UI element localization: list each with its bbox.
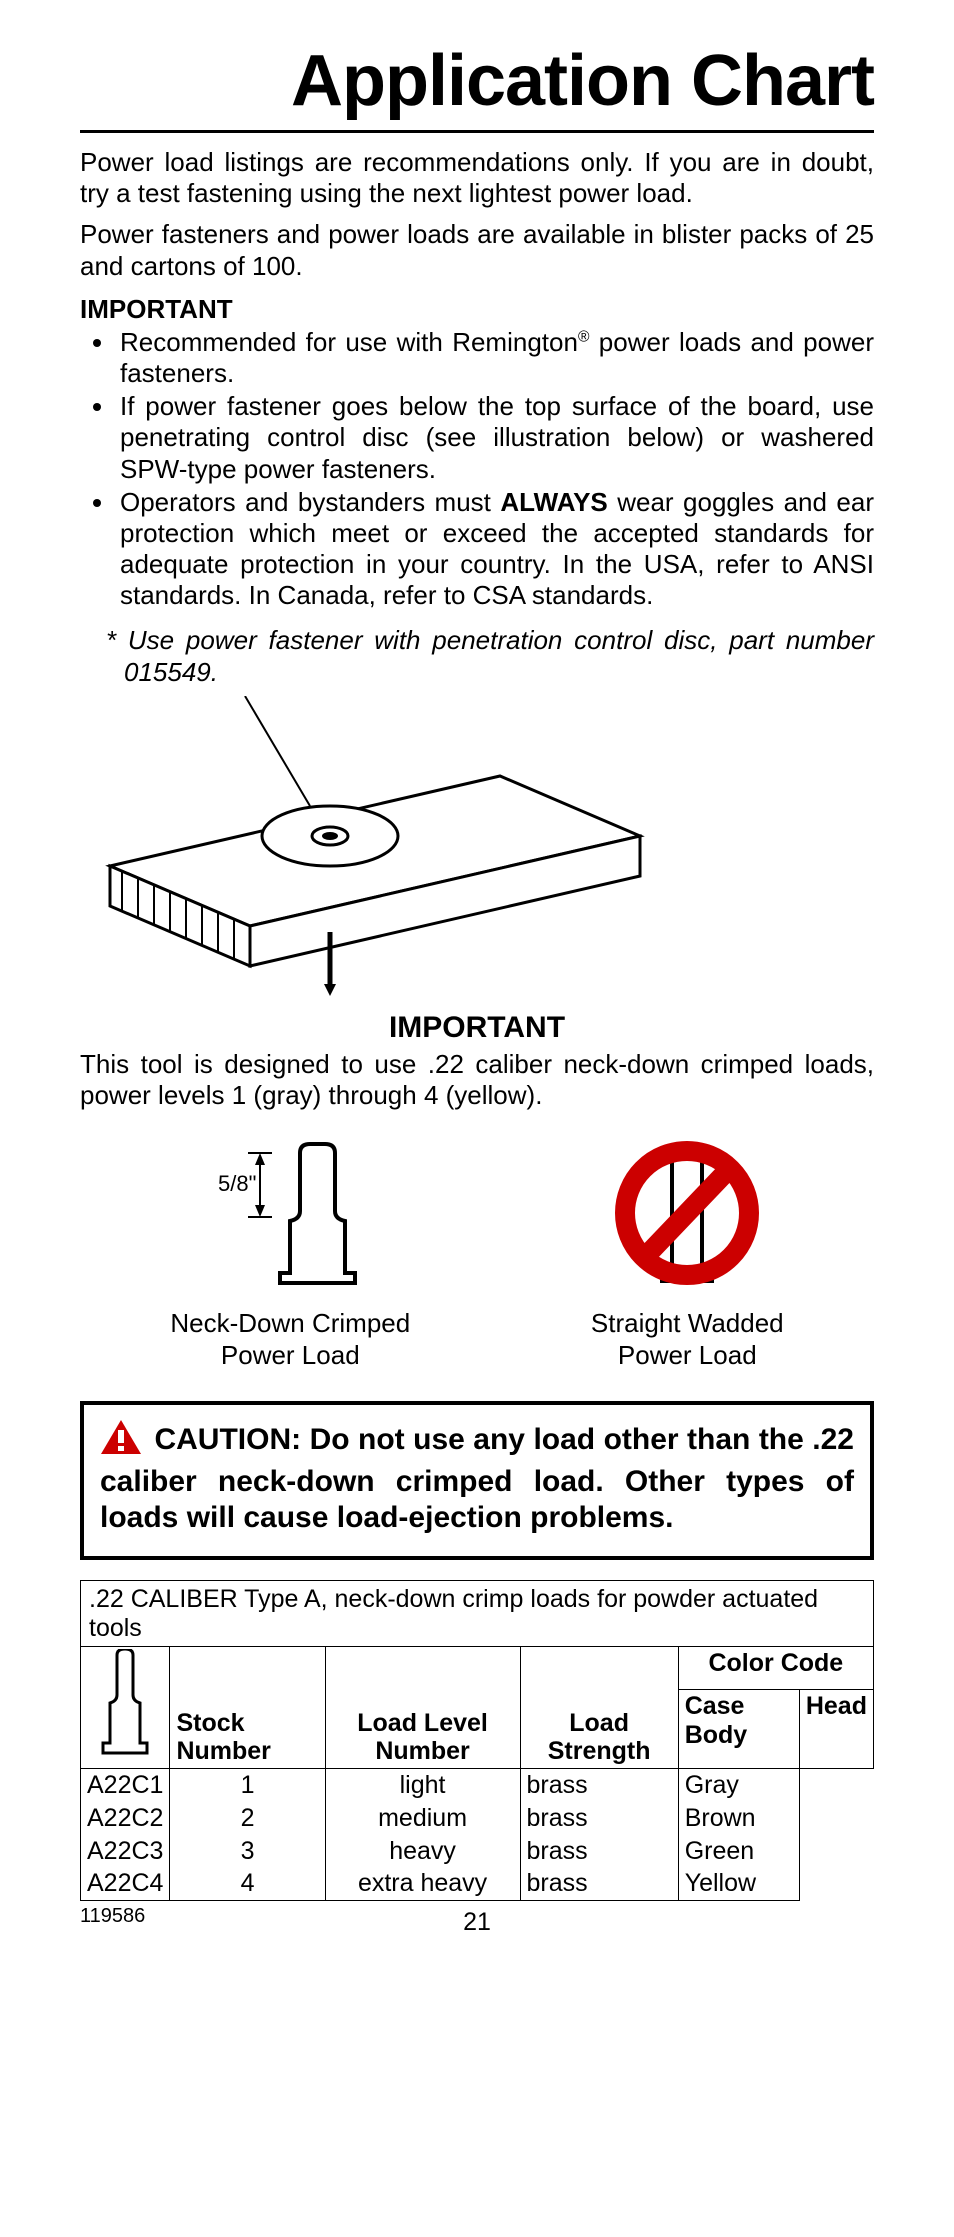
col-color-code: Color Code <box>678 1647 873 1690</box>
title-rule <box>80 130 874 133</box>
table-row: A22C22mediumbrassBrown <box>81 1802 874 1835</box>
registered-mark: ® <box>578 328 590 345</box>
bullet3-text-a: Operators and bystanders must <box>120 487 500 517</box>
col-case-body: Case Body <box>678 1689 799 1768</box>
cartridge-dimension-label: 5/8" <box>218 1171 256 1196</box>
important-header: IMPORTANT <box>80 294 874 325</box>
table-cartridge-icon <box>100 1649 150 1759</box>
col-stock: Stock Number <box>170 1647 325 1769</box>
tool-description: This tool is designed to use .22 caliber… <box>80 1049 874 1111</box>
straight-wadded-cartridge: Straight WaddedPower Load <box>591 1141 784 1371</box>
bullet-item-3: Operators and bystanders must ALWAYS wea… <box>116 487 874 612</box>
board-fastener-illustration <box>80 696 660 996</box>
board-diagram <box>80 696 874 1001</box>
col-strength: Load Strength <box>520 1647 678 1769</box>
bullet-item-2: If power fastener goes below the top sur… <box>116 391 874 485</box>
intro-para-2: Power fasteners and power loads are avai… <box>80 219 874 281</box>
neck-down-cartridge-icon: 5/8" <box>190 1141 390 1301</box>
caution-box: CAUTION: Do not use any load other than … <box>80 1401 874 1560</box>
load-table-title: .22 CALIBER Type A, neck-down crimp load… <box>80 1580 874 1647</box>
warning-icon <box>100 1419 142 1464</box>
caution-text: CAUTION: Do not use any load other than … <box>100 1423 854 1534</box>
bullet-item-1: Recommended for use with Remington® powe… <box>116 327 874 389</box>
intro-para-1: Power load listings are recommendations … <box>80 147 874 209</box>
neck-down-label: Neck-Down CrimpedPower Load <box>170 1308 410 1370</box>
center-important-header: IMPORTANT <box>80 1011 874 1045</box>
page-number: 21 <box>80 1908 874 1937</box>
page-title: Application Chart <box>80 40 874 122</box>
cartridge-comparison: 5/8" Neck-Down CrimpedPower Load Straigh… <box>80 1141 874 1371</box>
bullet3-always: ALWAYS <box>500 487 607 517</box>
straight-wadded-label: Straight WaddedPower Load <box>591 1308 784 1370</box>
load-table: Stock Number Load Level Number Load Stre… <box>80 1646 874 1901</box>
straight-wadded-cartridge-icon <box>597 1141 777 1301</box>
penetration-note: * Use power fastener with penetration co… <box>80 625 874 687</box>
col-level: Load Level Number <box>325 1647 520 1769</box>
table-row: A22C44extra heavybrassYellow <box>81 1867 874 1900</box>
table-row: A22C11lightbrassGray <box>81 1769 874 1802</box>
col-head: Head <box>799 1689 873 1768</box>
table-row: A22C33heavybrassGreen <box>81 1835 874 1868</box>
important-list: Recommended for use with Remington® powe… <box>80 327 874 612</box>
bullet1-text-a: Recommended for use with Remington <box>120 327 578 357</box>
table-cartridge-icon-cell <box>81 1647 170 1769</box>
neck-down-cartridge: 5/8" Neck-Down CrimpedPower Load <box>170 1141 410 1371</box>
